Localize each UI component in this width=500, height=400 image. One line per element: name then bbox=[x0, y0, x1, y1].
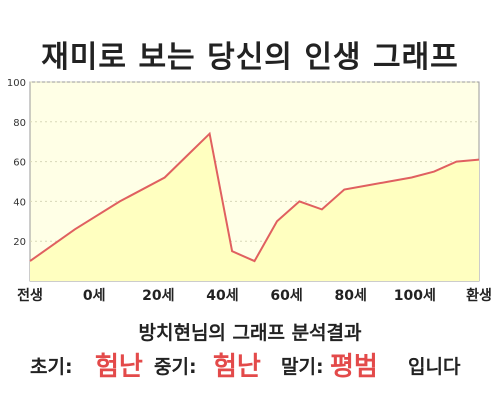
middle-value: 험난 bbox=[213, 352, 261, 382]
result-summary: 초기: 험난 중기: 험난 말기: 평범 입니다 bbox=[0, 346, 500, 382]
life-area-fill bbox=[30, 133, 479, 281]
life-line bbox=[29, 131, 480, 263]
y-tick-label-1: 40 bbox=[13, 197, 26, 208]
middle-label: 중기: bbox=[154, 356, 197, 378]
y-tick-label-2: 60 bbox=[13, 158, 26, 169]
y-tick-label-3: 80 bbox=[13, 118, 26, 129]
x-tick-label-6: 100세 bbox=[394, 288, 436, 304]
result-ending: 입니다 bbox=[408, 356, 461, 378]
y-tick-label-4: 100 bbox=[7, 78, 26, 89]
late-value: 평범 bbox=[330, 352, 378, 382]
x-tick-label-4: 60세 bbox=[270, 288, 302, 304]
x-tick-label-7: 환생 bbox=[466, 287, 492, 304]
y-tick-label-0: 20 bbox=[13, 237, 26, 248]
x-axis-ticks: 전생 0세 20세 40세 60세 80세 100세 환생 bbox=[17, 287, 492, 304]
page-title: 재미로 보는 당신의 인생 그래프 bbox=[41, 40, 459, 75]
y-axis-ticks: 20 40 60 80 100 bbox=[7, 78, 26, 248]
result-heading: 방치현님의 그래프 분석결과 bbox=[138, 322, 362, 344]
x-tick-label-5: 80세 bbox=[335, 288, 367, 304]
early-label: 초기: bbox=[30, 356, 73, 378]
late-label: 말기: bbox=[281, 356, 324, 378]
x-tick-label-2: 20세 bbox=[142, 288, 174, 304]
x-tick-label-3: 40세 bbox=[206, 288, 238, 304]
early-value: 험난 bbox=[95, 352, 143, 382]
x-tick-label-0: 전생 bbox=[17, 287, 43, 304]
x-tick-label-1: 0세 bbox=[83, 288, 106, 304]
